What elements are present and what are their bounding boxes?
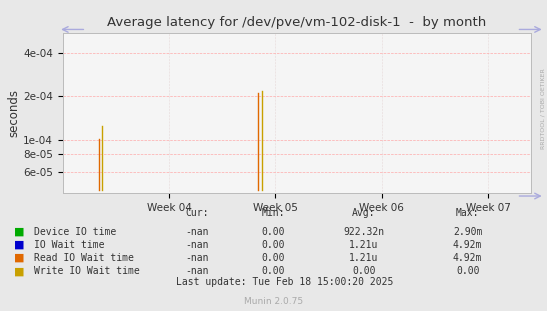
Text: Write IO Wait time: Write IO Wait time <box>34 266 140 276</box>
Text: 1.21u: 1.21u <box>349 240 379 250</box>
Text: 0.00: 0.00 <box>456 266 479 276</box>
Text: ■: ■ <box>14 266 24 276</box>
Text: RRDTOOL / TOBI OETIKER: RRDTOOL / TOBI OETIKER <box>540 68 545 149</box>
Text: Avg:: Avg: <box>352 208 375 218</box>
Text: ■: ■ <box>14 227 24 237</box>
Text: 922.32n: 922.32n <box>343 227 385 237</box>
Text: Munin 2.0.75: Munin 2.0.75 <box>244 297 303 306</box>
Text: 0.00: 0.00 <box>262 240 285 250</box>
Y-axis label: seconds: seconds <box>8 89 21 137</box>
Text: 2.90m: 2.90m <box>453 227 482 237</box>
Text: ■: ■ <box>14 240 24 250</box>
Text: 0.00: 0.00 <box>262 266 285 276</box>
Text: 0.00: 0.00 <box>262 253 285 263</box>
Text: -nan: -nan <box>185 253 208 263</box>
Text: Cur:: Cur: <box>185 208 208 218</box>
Text: 1.21u: 1.21u <box>349 253 379 263</box>
Text: IO Wait time: IO Wait time <box>34 240 105 250</box>
Text: 4.92m: 4.92m <box>453 253 482 263</box>
Text: 0.00: 0.00 <box>262 227 285 237</box>
Text: ■: ■ <box>14 253 24 263</box>
Text: Max:: Max: <box>456 208 479 218</box>
Text: Read IO Wait time: Read IO Wait time <box>34 253 135 263</box>
Text: -nan: -nan <box>185 240 208 250</box>
Text: Last update: Tue Feb 18 15:00:20 2025: Last update: Tue Feb 18 15:00:20 2025 <box>176 277 393 287</box>
Text: -nan: -nan <box>185 227 208 237</box>
Text: Min:: Min: <box>262 208 285 218</box>
Text: -nan: -nan <box>185 266 208 276</box>
Title: Average latency for /dev/pve/vm-102-disk-1  -  by month: Average latency for /dev/pve/vm-102-disk… <box>107 16 486 29</box>
Text: Device IO time: Device IO time <box>34 227 117 237</box>
Text: 4.92m: 4.92m <box>453 240 482 250</box>
Text: 0.00: 0.00 <box>352 266 375 276</box>
